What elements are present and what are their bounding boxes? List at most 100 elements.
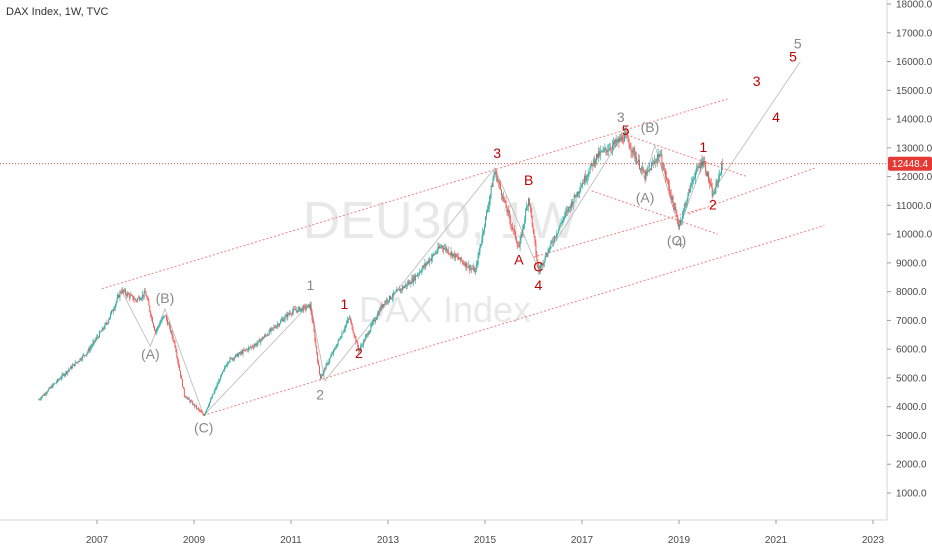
candle-body bbox=[411, 278, 413, 284]
candle-body bbox=[175, 346, 177, 352]
candle-body bbox=[99, 331, 101, 333]
candle-body bbox=[200, 411, 202, 413]
candle-body bbox=[472, 267, 474, 270]
candle-body bbox=[43, 393, 45, 396]
candle-body bbox=[586, 175, 588, 180]
candle-body bbox=[655, 161, 657, 163]
candle-body bbox=[422, 265, 424, 269]
candle-body bbox=[56, 381, 57, 383]
y-tick-label: 4000.0 bbox=[896, 402, 927, 413]
candle-body bbox=[232, 358, 234, 360]
candle-body bbox=[690, 183, 692, 192]
candle-body bbox=[606, 149, 608, 152]
y-axis[interactable]: 18000.0 17000.0 16000.0 15000.0 14000.0 13000… bbox=[887, 0, 932, 500]
candle-body bbox=[357, 341, 359, 347]
candle-body bbox=[513, 229, 514, 230]
candle-body bbox=[453, 253, 455, 254]
candle-body bbox=[46, 391, 48, 394]
candle-body bbox=[273, 327, 275, 328]
candle-body bbox=[545, 255, 547, 257]
candle-body bbox=[565, 212, 567, 214]
candle-body bbox=[140, 298, 142, 300]
candle-body bbox=[340, 337, 342, 339]
candle-body bbox=[281, 319, 283, 321]
candle-body bbox=[174, 341, 176, 347]
candle-body bbox=[601, 151, 603, 152]
candle-body bbox=[496, 171, 498, 181]
candle-body bbox=[574, 195, 576, 197]
candle-body bbox=[137, 298, 139, 301]
candle-body bbox=[184, 395, 186, 398]
candle-body bbox=[468, 265, 470, 268]
candle-body bbox=[628, 141, 630, 147]
candle-body bbox=[535, 243, 537, 255]
candle-body bbox=[112, 309, 114, 312]
candle-body bbox=[594, 159, 596, 164]
candle-body bbox=[569, 206, 571, 209]
candle-body bbox=[96, 337, 98, 340]
x-axis[interactable]: 2007 2009 2011 2013 2015 2017 2019 2021 2023 bbox=[86, 520, 885, 546]
candle-body bbox=[84, 355, 86, 356]
candle-body bbox=[264, 335, 266, 337]
candle-body bbox=[130, 295, 132, 296]
candle-body bbox=[361, 345, 362, 347]
candle-body bbox=[41, 396, 43, 399]
candle-body bbox=[329, 358, 331, 362]
candle-body bbox=[75, 362, 77, 364]
candle-body bbox=[70, 366, 71, 369]
candle-body bbox=[694, 178, 695, 179]
candle-body bbox=[146, 296, 148, 299]
candle-body bbox=[101, 328, 103, 332]
y-tick-label: 11000.0 bbox=[896, 201, 932, 212]
candle-body bbox=[382, 304, 384, 307]
candle-body bbox=[575, 196, 577, 198]
candle-body bbox=[669, 191, 671, 195]
candle-body bbox=[610, 148, 611, 150]
candle-body bbox=[258, 339, 260, 341]
candle-body bbox=[498, 180, 500, 183]
candle-body bbox=[141, 294, 143, 299]
candle-body bbox=[265, 335, 267, 337]
candle-body bbox=[114, 304, 116, 309]
candle-body bbox=[604, 148, 606, 150]
candle-body bbox=[81, 359, 83, 360]
candle-body bbox=[612, 141, 614, 146]
candle-body bbox=[704, 161, 706, 164]
candle-body bbox=[302, 307, 304, 311]
candle-body bbox=[716, 181, 718, 184]
candle-body bbox=[405, 284, 407, 287]
candle-body bbox=[572, 201, 574, 206]
candle-body bbox=[349, 318, 351, 321]
candle-body bbox=[381, 305, 383, 307]
candle-body bbox=[70, 366, 72, 369]
candle-body bbox=[699, 166, 701, 168]
candle-body bbox=[339, 338, 341, 340]
candle-body bbox=[432, 254, 434, 255]
candle-body bbox=[226, 363, 228, 366]
candle-body bbox=[59, 378, 61, 380]
candle-body bbox=[183, 388, 185, 396]
wave-label: (B) bbox=[156, 290, 175, 306]
y-tick-label: 13000.0 bbox=[896, 143, 932, 154]
candle-body bbox=[246, 349, 248, 350]
candle-body bbox=[256, 343, 258, 346]
candle-body bbox=[588, 173, 590, 175]
wave-label: 1 bbox=[307, 277, 315, 293]
candle-body bbox=[275, 327, 277, 329]
candle-body bbox=[549, 245, 551, 250]
candle-body bbox=[90, 346, 92, 348]
candle-body bbox=[305, 305, 306, 309]
x-tick-label: 2021 bbox=[765, 535, 788, 546]
candle-body bbox=[639, 159, 640, 169]
candle-body bbox=[374, 319, 376, 322]
candle-body bbox=[139, 297, 140, 300]
candle-body bbox=[500, 184, 501, 190]
candle-body bbox=[460, 257, 462, 261]
candle-body bbox=[60, 377, 62, 379]
candle-body bbox=[107, 322, 109, 324]
candle-body bbox=[297, 308, 299, 312]
candle-body bbox=[144, 291, 146, 294]
candle-body bbox=[313, 323, 315, 332]
candle-body bbox=[404, 284, 406, 287]
